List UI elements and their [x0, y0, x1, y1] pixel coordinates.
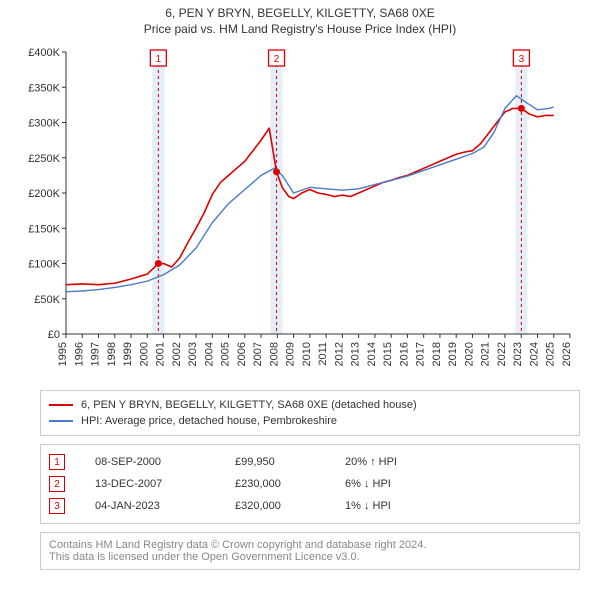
- event-hpi: 6% ↓ HPI: [345, 478, 435, 490]
- svg-text:2012: 2012: [333, 342, 345, 366]
- svg-text:£250K: £250K: [28, 153, 60, 165]
- svg-text:2023: 2023: [512, 342, 524, 366]
- svg-text:£0: £0: [48, 329, 60, 341]
- svg-text:£350K: £350K: [28, 82, 60, 94]
- svg-text:2016: 2016: [398, 342, 410, 366]
- event-hpi: 1% ↓ HPI: [345, 500, 435, 512]
- svg-text:£150K: £150K: [28, 223, 60, 235]
- legend-swatch: [49, 420, 73, 422]
- svg-text:2004: 2004: [203, 342, 215, 366]
- event-row: 3 04-JAN-2023 £320,000 1% ↓ HPI: [49, 495, 571, 517]
- svg-text:2022: 2022: [496, 342, 508, 366]
- svg-text:2002: 2002: [171, 342, 183, 366]
- event-date: 08-SEP-2000: [95, 456, 205, 468]
- svg-text:1996: 1996: [73, 342, 85, 366]
- event-number-box: 2: [49, 476, 65, 492]
- attribution-line-2: This data is licensed under the Open Gov…: [49, 551, 571, 563]
- event-price: £230,000: [235, 478, 315, 490]
- event-hpi: 20% ↑ HPI: [345, 456, 435, 468]
- svg-text:1999: 1999: [122, 342, 134, 366]
- svg-text:2: 2: [274, 54, 280, 65]
- attribution: Contains HM Land Registry data © Crown c…: [40, 532, 580, 570]
- svg-text:2001: 2001: [155, 342, 167, 366]
- svg-text:£100K: £100K: [28, 259, 60, 271]
- svg-text:2017: 2017: [415, 342, 427, 366]
- svg-text:£400K: £400K: [28, 47, 60, 59]
- svg-text:1997: 1997: [90, 342, 102, 366]
- svg-text:1998: 1998: [106, 342, 118, 366]
- svg-text:2005: 2005: [220, 342, 232, 366]
- events-table: 1 08-SEP-2000 £99,950 20% ↑ HPI 2 13-DEC-2007…: [40, 444, 580, 524]
- event-number-box: 3: [49, 498, 65, 514]
- legend-swatch: [49, 404, 73, 406]
- legend-item: 6, PEN Y BRYN, BEGELLY, KILGETTY, SA68 0…: [49, 397, 571, 413]
- svg-text:£50K: £50K: [34, 294, 60, 306]
- attribution-line-1: Contains HM Land Registry data © Crown c…: [49, 539, 571, 551]
- chart: £0 £50K £100K £150K £200K £250K £300K £350K £400…: [20, 42, 580, 382]
- svg-text:2009: 2009: [285, 342, 297, 366]
- svg-text:£200K: £200K: [28, 188, 60, 200]
- svg-text:2003: 2003: [187, 342, 199, 366]
- svg-text:2024: 2024: [528, 342, 540, 366]
- event-number-box: 1: [49, 454, 65, 470]
- svg-text:2020: 2020: [463, 342, 475, 366]
- svg-text:1: 1: [156, 54, 162, 65]
- svg-text:£300K: £300K: [28, 118, 60, 130]
- svg-text:2021: 2021: [480, 342, 492, 366]
- event-row: 2 13-DEC-2007 £230,000 6% ↓ HPI: [49, 473, 571, 495]
- svg-text:2011: 2011: [317, 342, 329, 366]
- event-price: £320,000: [235, 500, 315, 512]
- svg-text:2025: 2025: [545, 342, 557, 366]
- legend-label: HPI: Average price, detached house, Pemb…: [81, 415, 337, 427]
- title-line-1: 6, PEN Y BRYN, BEGELLY, KILGETTY, SA68 0…: [0, 6, 600, 20]
- legend-label: 6, PEN Y BRYN, BEGELLY, KILGETTY, SA68 0…: [81, 399, 417, 411]
- svg-text:2007: 2007: [252, 342, 264, 366]
- svg-text:2006: 2006: [236, 342, 248, 366]
- event-date: 04-JAN-2023: [95, 500, 205, 512]
- svg-text:2008: 2008: [268, 342, 280, 366]
- svg-text:2013: 2013: [350, 342, 362, 366]
- title-line-2: Price paid vs. HM Land Registry's House …: [0, 22, 600, 36]
- svg-text:2010: 2010: [301, 342, 313, 366]
- svg-text:2026: 2026: [561, 342, 573, 366]
- legend: 6, PEN Y BRYN, BEGELLY, KILGETTY, SA68 0…: [40, 390, 580, 436]
- legend-item: HPI: Average price, detached house, Pemb…: [49, 413, 571, 429]
- svg-text:2014: 2014: [366, 342, 378, 366]
- event-date: 13-DEC-2007: [95, 478, 205, 490]
- svg-text:2000: 2000: [138, 342, 150, 366]
- svg-text:1995: 1995: [57, 342, 69, 366]
- svg-text:2018: 2018: [431, 342, 443, 366]
- svg-text:2015: 2015: [382, 342, 394, 366]
- svg-text:3: 3: [519, 54, 525, 65]
- event-price: £99,950: [235, 456, 315, 468]
- svg-text:2019: 2019: [447, 342, 459, 366]
- chart-title-block: 6, PEN Y BRYN, BEGELLY, KILGETTY, SA68 0…: [0, 0, 600, 38]
- event-row: 1 08-SEP-2000 £99,950 20% ↑ HPI: [49, 451, 571, 473]
